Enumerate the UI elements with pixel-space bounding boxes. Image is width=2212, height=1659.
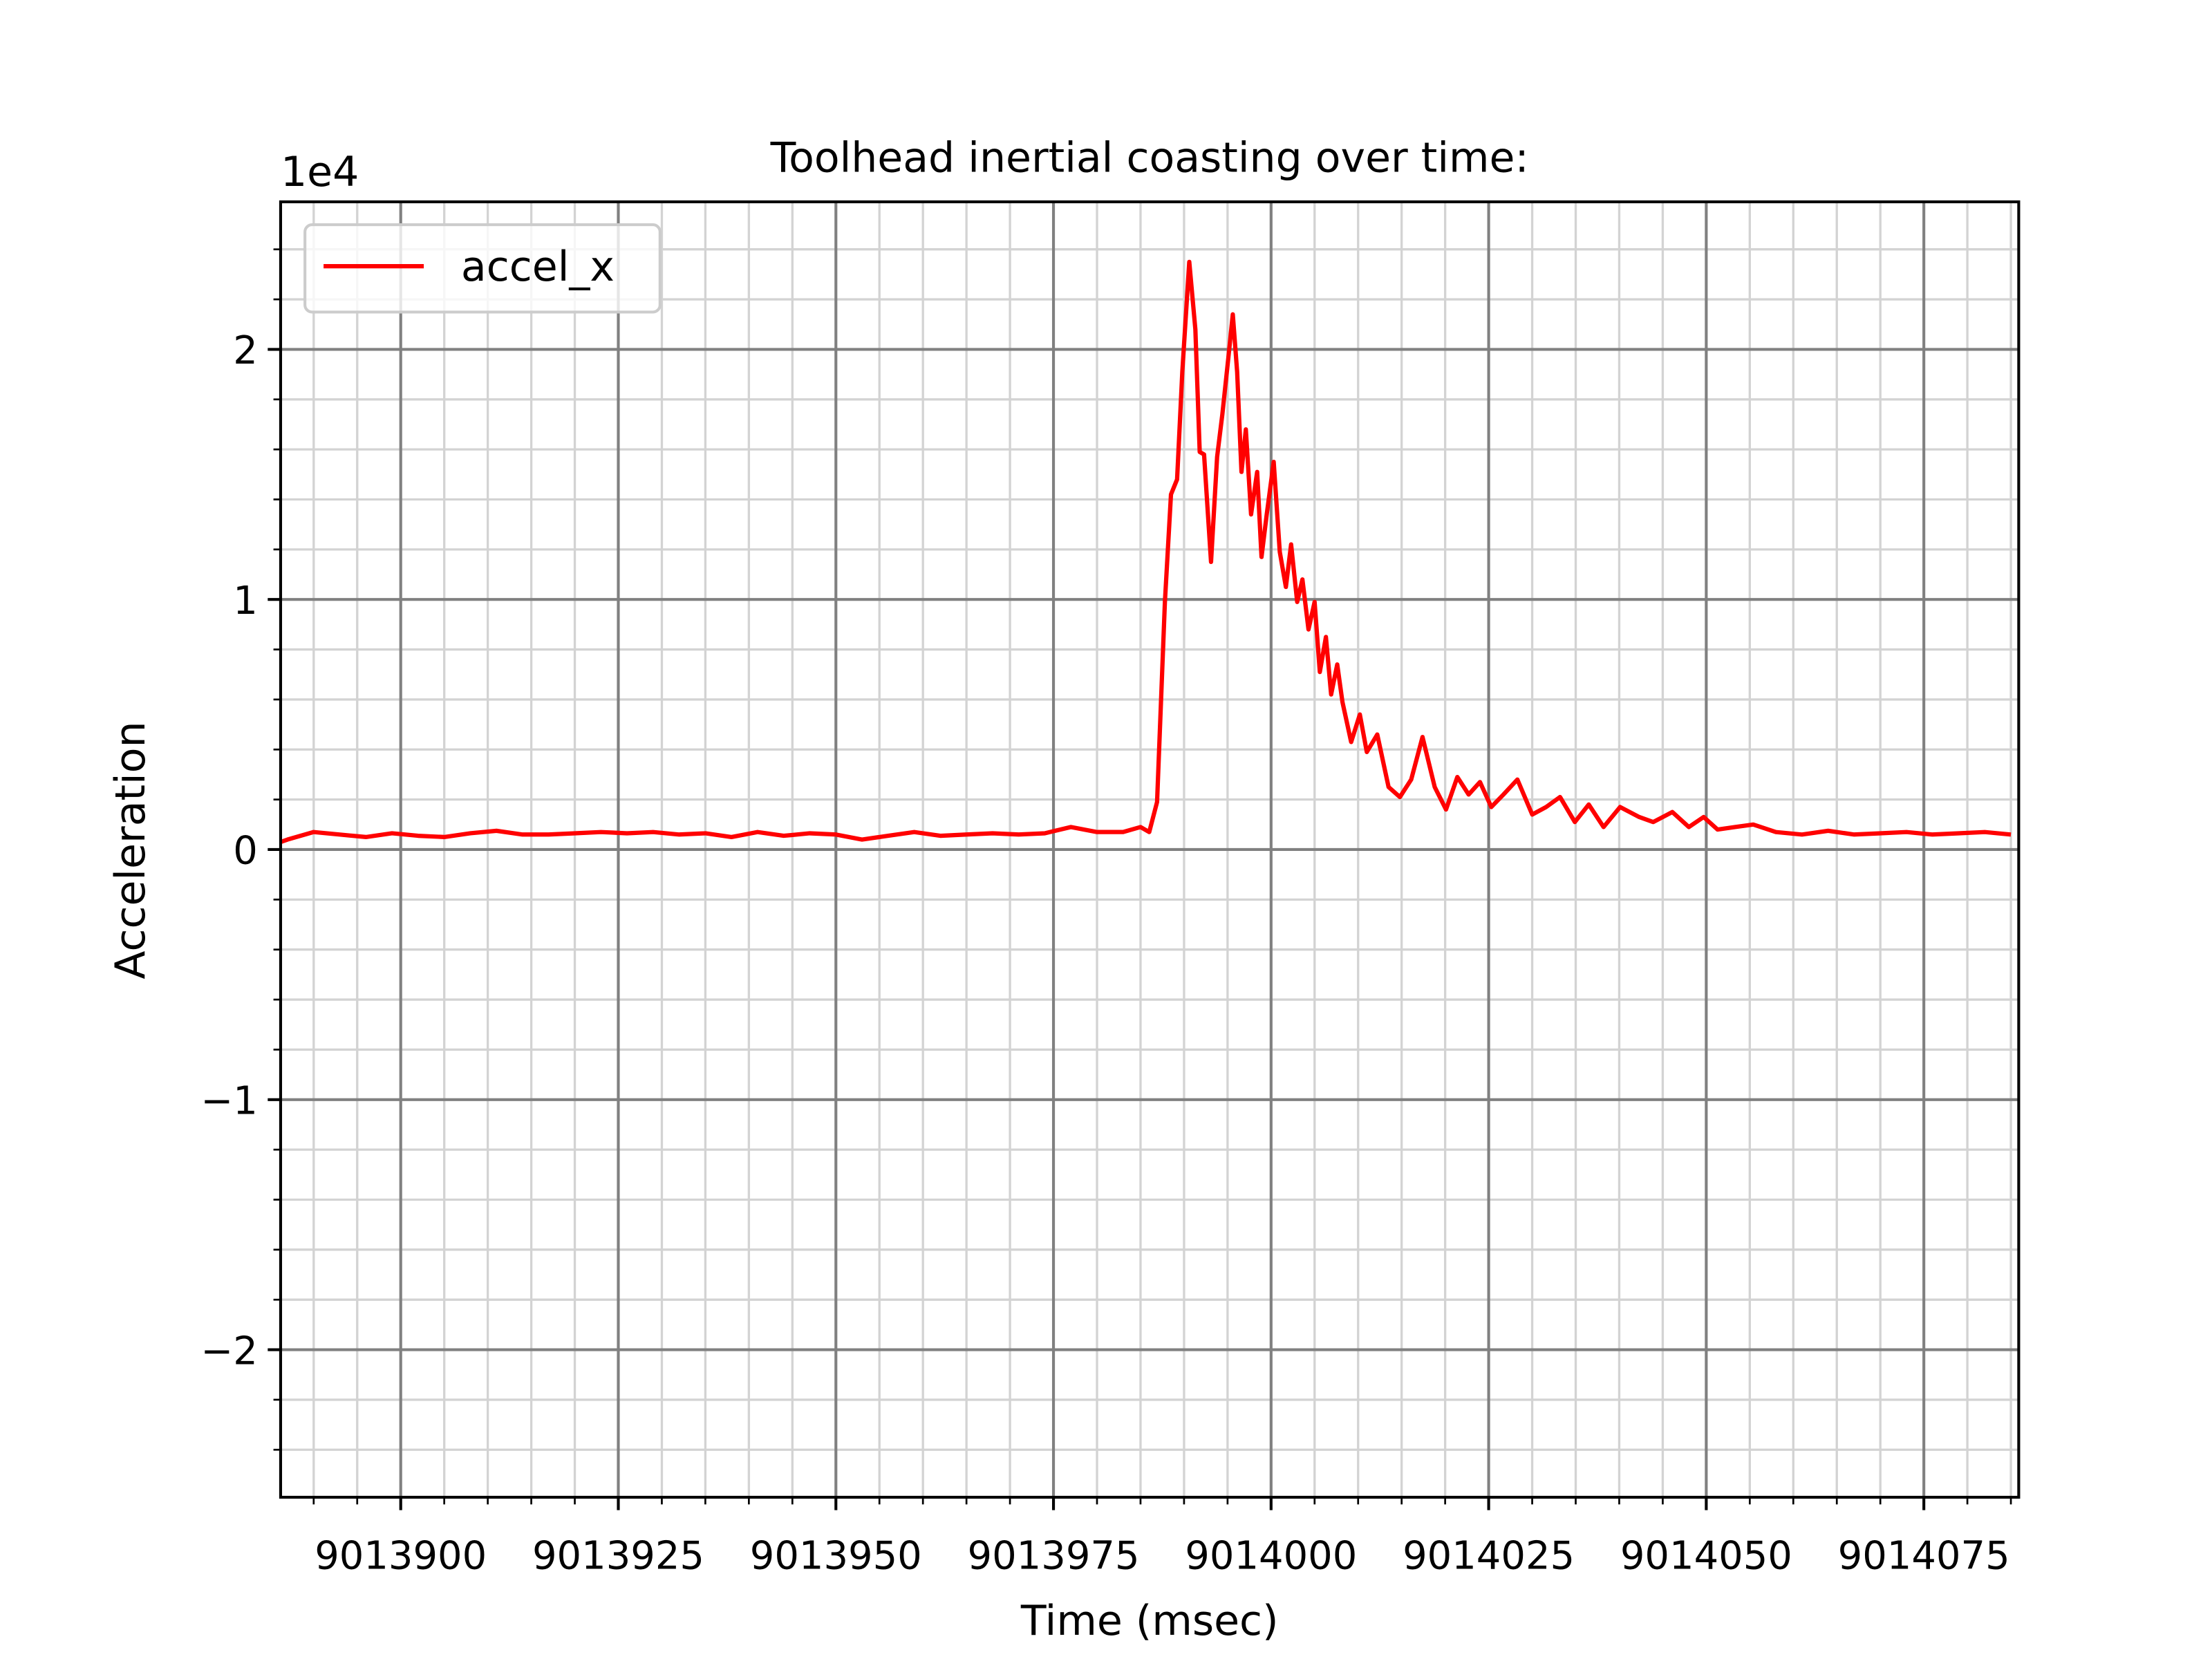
y-axis-label: Acceleration bbox=[106, 721, 155, 979]
legend: accel_x bbox=[303, 223, 662, 314]
y-tick-label: −1 bbox=[200, 1078, 257, 1123]
y-offset-label: 1e4 bbox=[281, 148, 359, 196]
grid bbox=[280, 201, 2019, 1498]
legend-label: accel_x bbox=[461, 243, 615, 291]
x-tick-label: 9014050 bbox=[1620, 1534, 1792, 1579]
ticks: 9013900 9013925 9013950 9013975 9014000 90140… bbox=[200, 248, 2012, 1579]
plot-area bbox=[279, 259, 2012, 845]
x-tick-label: 9013925 bbox=[532, 1534, 704, 1579]
x-tick-label: 9014075 bbox=[1838, 1534, 2010, 1579]
chart-title: Toolhead inertial coasting over time: bbox=[770, 133, 1529, 182]
y-tick-label: 1 bbox=[233, 579, 258, 624]
x-tick-label: 9013975 bbox=[968, 1534, 1140, 1579]
x-tick-label: 9013950 bbox=[750, 1534, 922, 1579]
x-tick-label: 9014000 bbox=[1185, 1534, 1357, 1579]
data-line bbox=[279, 259, 2012, 845]
y-tick-label: 0 bbox=[233, 829, 258, 874]
x-tick-label: 9014025 bbox=[1403, 1534, 1575, 1579]
x-tick-label: 9013900 bbox=[315, 1534, 487, 1579]
legend-box bbox=[303, 223, 662, 314]
x-axis-label: Time (msec) bbox=[1020, 1597, 1279, 1645]
y-tick-label: −2 bbox=[200, 1329, 257, 1374]
y-tick-label: 2 bbox=[233, 328, 258, 373]
